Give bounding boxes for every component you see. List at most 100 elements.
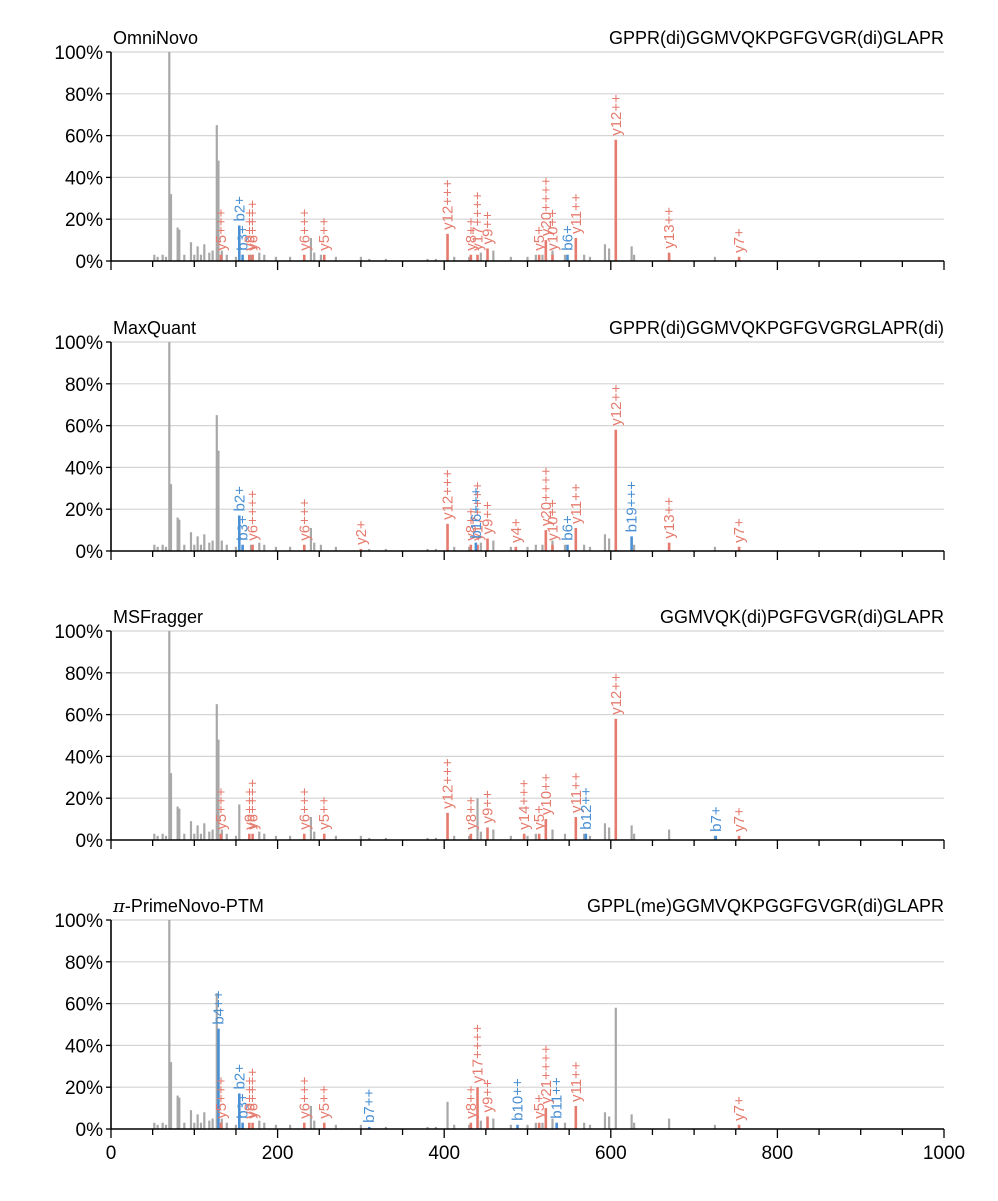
- tool-name: π-PrimeNovo-PTM: [112, 896, 264, 917]
- y-tick-label: 20%: [65, 1078, 103, 1099]
- y-tick-label: 40%: [65, 168, 103, 189]
- ion-label: y13++: [661, 497, 678, 539]
- ion-label: y12+++: [440, 469, 457, 520]
- ion-label: y14+++: [516, 779, 533, 830]
- ion-label: y21++++: [538, 1045, 555, 1104]
- ion-label: y7+: [731, 1096, 748, 1121]
- ion-label: y6+++: [296, 787, 313, 829]
- ion-label: b11++: [549, 1077, 566, 1119]
- ion-label: y11++: [568, 772, 585, 813]
- x-tick-label: 200: [262, 1143, 294, 1164]
- ion-label: y5+: [531, 226, 548, 251]
- ion-label: y5+: [531, 1094, 548, 1119]
- ion-label: b2+: [231, 486, 248, 512]
- x-tick-label: 1000: [923, 1143, 965, 1164]
- ion-label: y9++: [480, 501, 497, 535]
- ion-label: y7+: [731, 228, 748, 253]
- ion-label: b3+: [235, 1093, 252, 1119]
- ion-label: y7+: [731, 518, 748, 543]
- ion-label: y9+++: [241, 787, 258, 829]
- ion-label: y6++++: [245, 490, 262, 541]
- ion-label: b7+: [708, 806, 725, 832]
- y-tick-label: 40%: [65, 458, 103, 479]
- ion-label: y6+++: [296, 208, 313, 250]
- y-tick-label: 100%: [54, 622, 103, 643]
- ion-label: y17++++: [470, 1024, 487, 1083]
- tool-name: MaxQuant: [113, 318, 196, 338]
- y-tick-label: 20%: [65, 210, 103, 231]
- y-tick-label: 40%: [65, 747, 103, 768]
- ion-label: y6++++: [245, 1068, 262, 1119]
- y-tick-label: 0%: [76, 252, 104, 273]
- ion-label: y7+: [731, 807, 748, 832]
- ion-label: y11++: [568, 1061, 585, 1102]
- ion-label: y2+: [353, 520, 370, 545]
- ion-label: y9++: [480, 790, 497, 824]
- ion-label: y6++++: [245, 200, 262, 251]
- ion-label: b12++: [578, 787, 595, 830]
- tool-name: OmniNovo: [113, 28, 198, 48]
- x-tick-label: 800: [762, 1143, 794, 1164]
- ion-label: y12++: [608, 673, 625, 715]
- y-tick-label: 0%: [76, 831, 104, 852]
- y-tick-label: 40%: [65, 1036, 103, 1057]
- ion-label: y10++: [538, 773, 555, 815]
- ion-label: y8++: [463, 796, 480, 830]
- ion-label: b10++: [510, 1078, 527, 1121]
- ion-label: y8++: [463, 217, 480, 251]
- ion-label: y5+++: [213, 1076, 230, 1118]
- ion-label: y5+: [531, 805, 548, 830]
- ion-label: y10++: [544, 499, 561, 541]
- ion-label: y10++: [544, 209, 561, 251]
- ion-label: y5+++: [213, 208, 230, 250]
- ion-label: y20++++: [538, 177, 555, 236]
- y-tick-label: 60%: [65, 995, 103, 1016]
- ion-label: y11++: [568, 483, 585, 524]
- y-tick-label: 0%: [76, 542, 104, 563]
- ion-label: y5++: [316, 1085, 333, 1119]
- ion-label: y5++: [316, 796, 333, 830]
- ion-label: b19+++: [624, 481, 641, 533]
- ion-label: y6++++: [245, 779, 262, 830]
- ion-label: b3+: [235, 225, 252, 251]
- y-tick-label: 0%: [76, 1120, 104, 1141]
- ion-label: y5++: [316, 217, 333, 251]
- ion-label: y4+: [508, 518, 525, 543]
- y-tick-label: 100%: [54, 333, 103, 354]
- y-tick-label: 80%: [65, 375, 103, 396]
- ion-label: y6+++: [296, 498, 313, 540]
- ion-label: y6+++: [296, 1076, 313, 1118]
- ion-label: y12+++: [440, 758, 457, 809]
- ion-label: y12++: [608, 94, 625, 136]
- spectrum-panel: 0% 20% 40% 60% 80% 100% b2+ b3+ y5+++ y6++++y9+++…: [54, 28, 945, 273]
- y-tick-label: 60%: [65, 127, 103, 148]
- x-tick-label: 400: [428, 1143, 460, 1164]
- x-tick-label: 0: [106, 1143, 117, 1164]
- ion-label: y17++++: [470, 191, 487, 250]
- spectrum-panel: 0%20%40%60%80%100%b4++b2+b3+y5+++ y6++++y…: [54, 896, 965, 1164]
- y-tick-label: 20%: [65, 789, 103, 810]
- ion-label: b6+: [559, 515, 576, 541]
- y-tick-label: 100%: [54, 911, 103, 932]
- ion-label: b7++: [361, 1088, 378, 1122]
- y-tick-label: 100%: [54, 43, 103, 64]
- y-tick-label: 20%: [65, 500, 103, 521]
- ion-label: y12+++: [440, 179, 457, 230]
- ion-label: b6+: [559, 225, 576, 251]
- ion-label: b4++: [210, 990, 227, 1024]
- peptide-sequence: GPPR(di)GGMVQKPGFGVGRGLAPR(di): [609, 318, 944, 338]
- ion-label: y9+++: [241, 208, 258, 250]
- ion-label: y12++: [608, 384, 625, 426]
- ion-label: y9++: [480, 211, 497, 245]
- y-tick-label: 60%: [65, 706, 103, 727]
- ion-label: y20++++: [538, 467, 555, 526]
- peptide-sequence: GGMVQK(di)PGFGVGR(di)GLAPR: [660, 607, 944, 627]
- x-tick-label: 600: [595, 1143, 627, 1164]
- spectrum-panel: 0%20%40%60%80%100%y5+++ y6++++y9+++ y6+++ y…: [54, 607, 945, 852]
- spectrum-panel: 0% 20% 40% 60% 80% 100% b2+ b3+y6++++ y6+++ y2+ y1…: [54, 318, 945, 563]
- y-tick-label: 80%: [65, 953, 103, 974]
- ion-label: b3+: [235, 515, 252, 541]
- ion-label: b16+++: [468, 487, 485, 539]
- ion-label: b2+: [231, 196, 248, 222]
